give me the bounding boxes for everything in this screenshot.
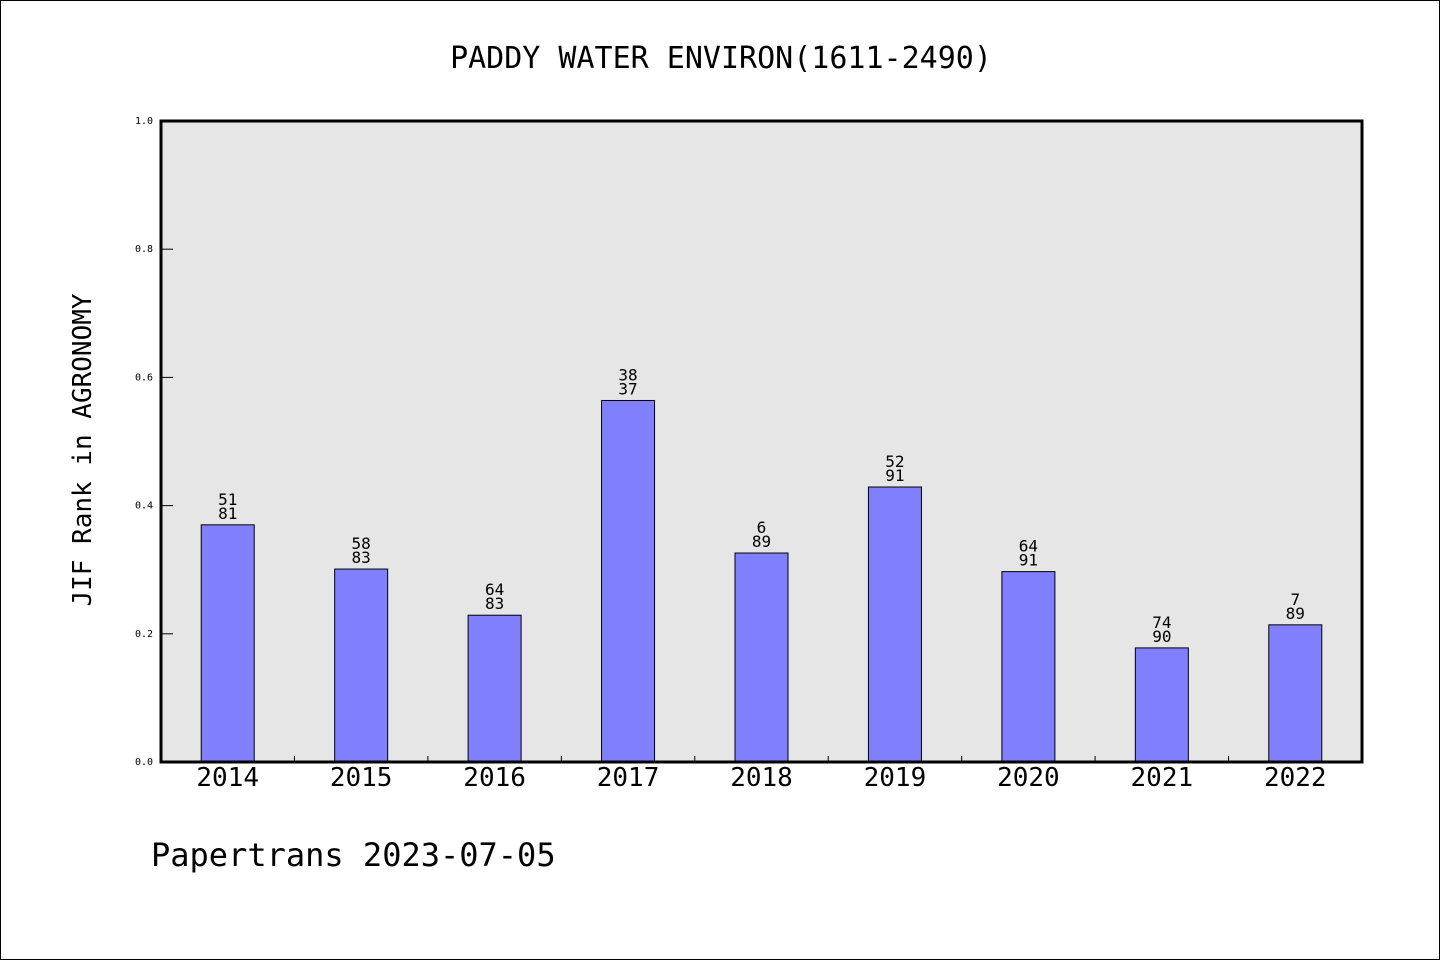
- bar-2014: [200, 524, 255, 763]
- bar-2017: [601, 399, 656, 763]
- x-tick-label: 2015: [330, 763, 393, 793]
- bar-label-top: 64: [485, 580, 504, 599]
- bar-2020: [1001, 571, 1056, 763]
- bar-label-bottom: 83: [485, 594, 504, 613]
- chart-title: PADDY WATER ENVIRON(1611-2490): [450, 41, 992, 76]
- bar-label-top: 52: [885, 452, 904, 471]
- bar-label-bottom: 37: [618, 379, 637, 398]
- y-tick-label: 1.0: [135, 116, 153, 127]
- y-tick-label: 0.8: [135, 244, 153, 255]
- bar-label-bottom: 91: [1019, 551, 1038, 570]
- x-tick-label: 2017: [597, 763, 660, 793]
- x-tick-label: 2018: [730, 763, 793, 793]
- x-tick-label: 2021: [1131, 763, 1194, 793]
- footer-credit: Papertrans 2023-07-05: [151, 836, 556, 874]
- bar-label-top: 74: [1152, 613, 1171, 632]
- bar-label-top: 64: [1019, 537, 1038, 556]
- bar-2018: [734, 552, 789, 763]
- plot-border: [159, 119, 1364, 764]
- bar-2022: [1268, 624, 1323, 763]
- x-tick-label: 2022: [1264, 763, 1327, 793]
- bar-2015: [334, 568, 389, 763]
- bar-label-top: 58: [352, 534, 371, 553]
- bar-2019: [867, 486, 922, 763]
- x-tick-label: 2014: [196, 763, 259, 793]
- y-tick-label: 0.6: [135, 372, 153, 383]
- bar-label-top: 7: [1290, 590, 1300, 609]
- bar-2021: [1134, 647, 1189, 763]
- bar-label-top: 38: [618, 365, 637, 384]
- bar-label-bottom: 91: [885, 466, 904, 485]
- bar-label-bottom: 83: [352, 548, 371, 567]
- bar-label-bottom: 89: [1286, 604, 1305, 623]
- bar-label-bottom: 89: [752, 532, 771, 551]
- y-tick-label: 0.2: [135, 629, 153, 640]
- bar-label-top: 6: [757, 518, 767, 537]
- y-axis-label: JIF Rank in AGRONOMY: [68, 293, 98, 606]
- x-tick-label: 2020: [997, 763, 1060, 793]
- bars-group: [200, 399, 1323, 763]
- x-axis: 2014 2015 2016 2017 2018 2019 2020 2021 2022: [196, 756, 1327, 793]
- y-tick-label: 0.4: [135, 501, 153, 512]
- x-tick-label: 2016: [463, 763, 526, 793]
- x-tick-label: 2019: [864, 763, 927, 793]
- bar-label-bottom: 81: [218, 504, 237, 523]
- bar-label-top: 51: [218, 490, 237, 509]
- bar-2016: [467, 614, 522, 763]
- bar-label-bottom: 90: [1152, 627, 1171, 646]
- y-tick-label: 0.0: [135, 757, 153, 768]
